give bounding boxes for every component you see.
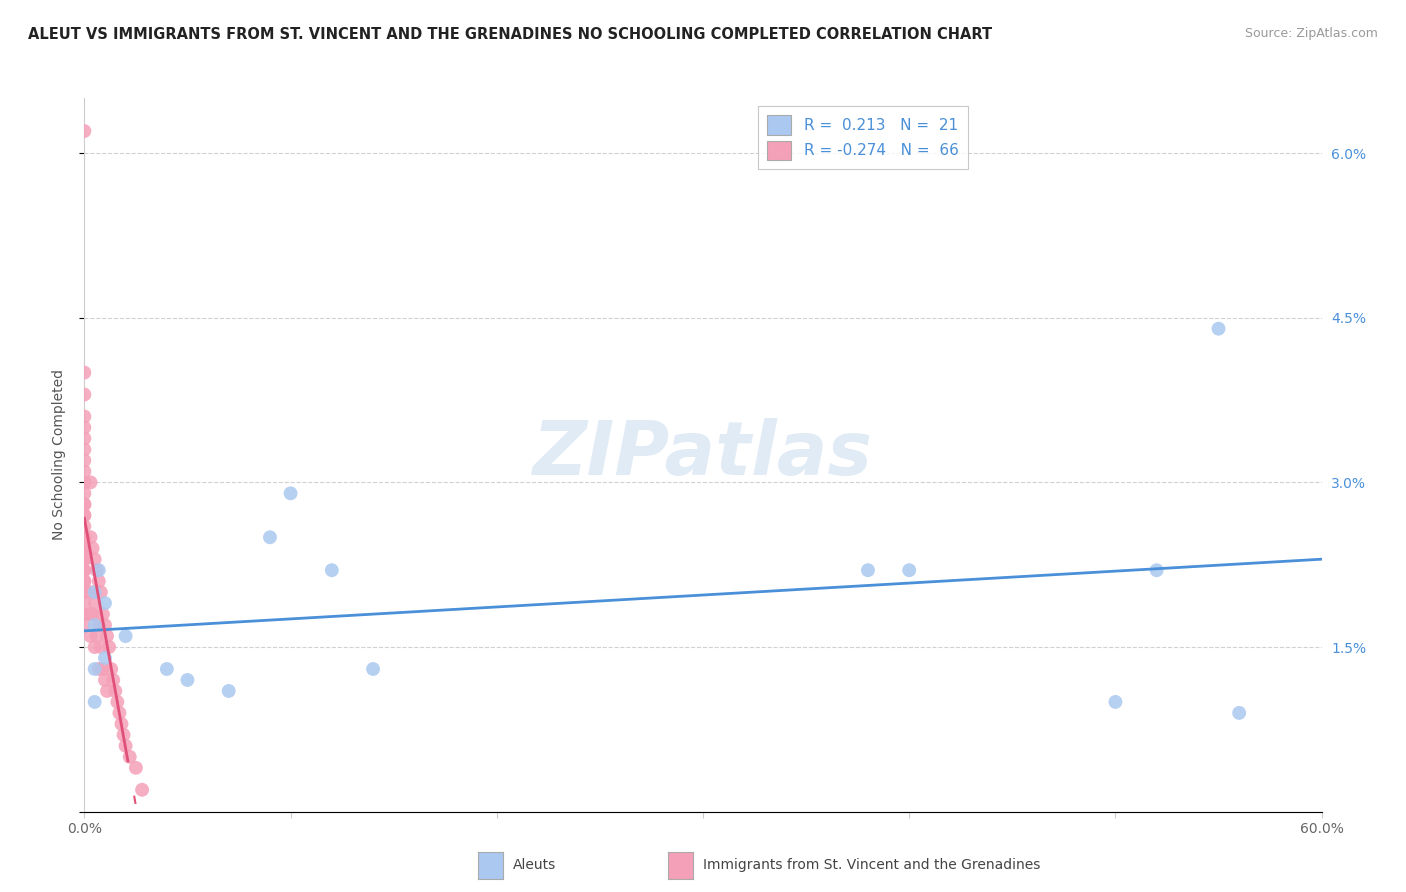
Point [131,782,153,797]
Point [94,618,117,632]
Point [87,618,110,632]
Point [73,530,96,544]
Point [73,497,96,511]
Point [73,497,96,511]
Point [73,519,96,533]
Point [73,585,96,599]
Point [110,717,132,731]
Point [91,662,114,676]
Point [83,552,105,566]
Point [94,673,117,687]
Point [87,662,110,676]
Point [79,629,101,643]
Point [73,585,96,599]
Point [218,684,240,698]
Point [73,420,96,434]
Point [112,728,135,742]
Point [73,563,96,577]
Point [100,662,122,676]
Text: ALEUT VS IMMIGRANTS FROM ST. VINCENT AND THE GRENADINES NO SCHOOLING COMPLETED C: ALEUT VS IMMIGRANTS FROM ST. VINCENT AND… [28,27,993,42]
Point [1227,706,1250,720]
Point [73,486,96,500]
Point [83,618,105,632]
Point [73,552,96,566]
Point [73,607,96,621]
Point [79,530,101,544]
Point [856,563,879,577]
Point [114,739,136,753]
Text: Source: ZipAtlas.com: Source: ZipAtlas.com [1244,27,1378,40]
Point [73,442,96,457]
Point [96,684,118,698]
Point [73,432,96,446]
Point [361,662,384,676]
Point [73,387,96,401]
Point [156,662,179,676]
Point [73,464,96,478]
Point [83,596,105,610]
Point [73,574,96,589]
Point [105,695,128,709]
Point [94,651,117,665]
Point [82,607,104,621]
Point [125,761,148,775]
Point [73,366,96,380]
Point [104,684,127,698]
Point [94,596,117,610]
Point [114,629,136,643]
Legend: R =  0.213   N =  21, R = -0.274   N =  66: R = 0.213 N = 21, R = -0.274 N = 66 [758,106,967,169]
Point [1208,321,1230,335]
Point [108,706,131,720]
Point [73,596,96,610]
Text: ZIPatlas: ZIPatlas [533,418,873,491]
Point [898,563,921,577]
Point [73,475,96,490]
Point [321,563,343,577]
Point [90,640,112,654]
Point [259,530,281,544]
Point [98,640,121,654]
Point [1104,695,1126,709]
Point [83,585,105,599]
Point [73,541,96,556]
Point [73,530,96,544]
Point [73,508,96,523]
Point [96,629,118,643]
Point [87,563,110,577]
Point [118,749,141,764]
Point [86,629,108,643]
Point [83,695,105,709]
Point [280,486,302,500]
Point [83,662,105,676]
Point [91,607,114,621]
Point [86,563,108,577]
Point [73,409,96,424]
Point [90,585,112,599]
Point [83,640,105,654]
Text: Aleuts: Aleuts [513,858,557,872]
Point [79,475,101,490]
Point [73,618,96,632]
Point [73,508,96,523]
Point [176,673,198,687]
Point [1146,563,1168,577]
Point [82,541,104,556]
Point [79,607,101,621]
Point [73,552,96,566]
Point [73,574,96,589]
Text: Immigrants from St. Vincent and the Grenadines: Immigrants from St. Vincent and the Gren… [703,858,1040,872]
Point [103,673,125,687]
Point [87,574,110,589]
Point [79,585,101,599]
Point [73,124,96,138]
Point [73,541,96,556]
Point [73,453,96,467]
Y-axis label: No Schooling Completed: No Schooling Completed [52,369,66,541]
Point [73,563,96,577]
